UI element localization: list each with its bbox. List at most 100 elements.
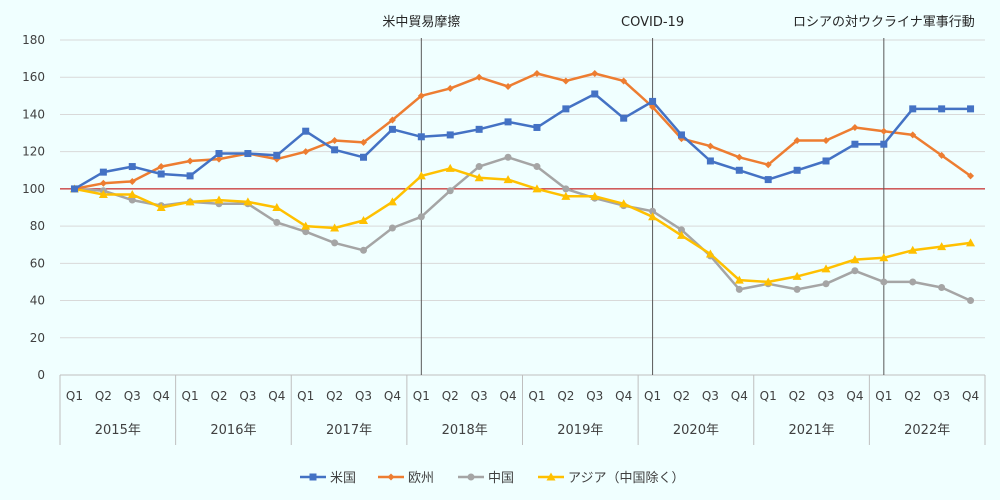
x-tick-label: Q2 [326,389,343,403]
data-point [128,177,136,185]
data-point [446,131,454,139]
x-tick-label: Q4 [962,389,979,403]
data-point [677,131,685,139]
series-2 [70,153,975,305]
data-point [99,179,107,187]
data-point [474,173,484,182]
data-point [532,184,542,193]
series-line [74,72,972,191]
data-point [331,137,339,144]
event-label: COVID-19 [621,15,684,30]
data-point [706,157,714,165]
legend-item: 中国 [458,471,514,486]
legend-item: 欧州 [378,471,434,486]
x-tick-label: Q1 [66,389,83,403]
data-point [938,151,946,159]
data-point [387,197,397,206]
data-point [331,146,339,154]
data-point [909,131,917,139]
data-point [591,90,599,98]
x-tick-label: Q3 [471,389,488,403]
data-point [70,185,78,193]
data-point [821,264,831,273]
data-point [330,223,340,232]
data-point [909,278,917,286]
data-point [909,105,917,113]
y-axis: 0 20 40 60 80 100 120 140 160 180 [22,33,45,382]
x-tick-label: Q2 [210,389,227,403]
data-point [156,203,166,211]
series-line [73,92,971,190]
data-point [880,278,888,286]
x-tick-label: Q4 [731,389,748,403]
data-point [620,77,628,85]
year-label: 2018年 [442,423,488,438]
data-point [302,228,310,236]
data-point [360,138,368,146]
data-point [446,187,454,195]
legend-label: アジア（中国除く） [568,471,684,486]
data-point [388,224,396,232]
x-tick-label: Q1 [644,389,661,403]
data-point [302,127,310,135]
series-line [74,167,971,284]
data-point [967,297,975,305]
data-point [705,249,715,258]
data-point [301,221,311,230]
data-point [533,70,541,77]
x-tick-label: Q3 [586,389,603,403]
data-point [475,73,483,81]
data-point [649,207,657,215]
data-point [966,238,976,247]
data-point [764,176,772,184]
data-point [186,172,194,180]
data-point [417,92,425,100]
data-point [763,277,773,286]
data-point [98,189,108,198]
gridlines [60,39,985,376]
data-point [619,199,629,208]
data-point [735,153,743,161]
data-point [504,153,512,161]
data-point [99,168,107,176]
data-point [792,271,802,280]
data-point [851,267,859,275]
data-point [562,105,570,113]
data-point [128,196,136,204]
year-label: 2021年 [789,423,835,438]
data-point [503,175,513,184]
data-point [475,163,483,171]
data-point [822,157,830,165]
data-point [309,473,317,481]
data-point [793,166,801,174]
y-tick-label: 0 [37,368,45,382]
data-point [273,151,281,159]
data-point [967,105,975,113]
annotations: 米中貿易摩擦 COVID-19 ロシアの対ウクライナ軍事行動 [382,14,975,375]
data-point [504,118,512,126]
data-point [446,84,454,92]
data-point [186,157,194,165]
year-label: 2019年 [557,423,603,438]
y-tick-label: 20 [30,331,45,345]
data-point [215,150,223,158]
data-point [359,216,369,225]
year-label: 2015年 [95,423,141,438]
x-tick-label: Q4 [615,389,632,403]
y-tick-label: 120 [22,145,45,159]
data-point [157,163,165,171]
data-point [475,125,483,133]
x-tick-label: Q1 [875,389,892,403]
year-label: 2020年 [673,423,719,438]
x-tick-label: Q3 [355,389,372,403]
data-point [706,142,714,150]
data-point [417,213,425,221]
x-tick-label: Q1 [413,389,430,403]
data-point [822,280,830,288]
data-point [851,123,859,131]
legend-item: 米国 [300,471,356,486]
data-point [967,172,975,180]
data-point [417,133,425,141]
x-tick-label: Q1 [528,389,545,403]
data-point [215,155,223,163]
